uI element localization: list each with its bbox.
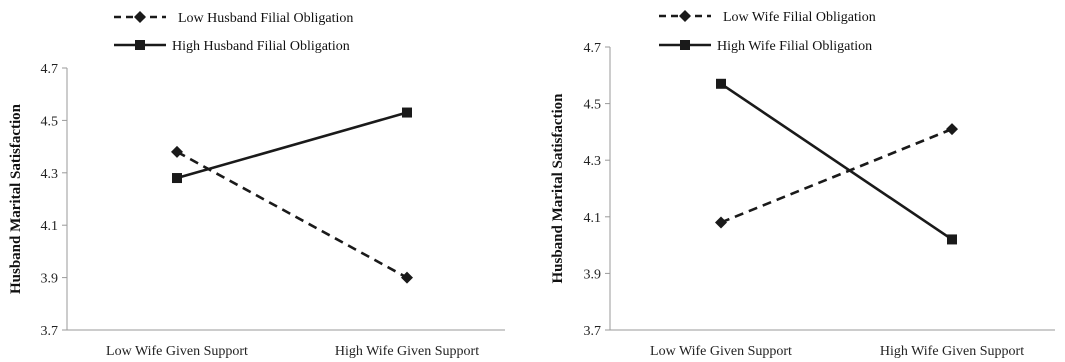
data-point-square: [402, 107, 412, 118]
chart-2: 3.7 3.9 4.1 4.3 4.5 4.7 Low Wife Given Support…: [550, 10, 1055, 359]
x-tick-label: Low Wife Given Support: [106, 344, 248, 359]
y-axis-label: Husband Marital Satisfaction: [550, 93, 566, 284]
chart-1: 3.7 3.9 4.1 4.3 4.5 4.7 Low Wife Given Support…: [8, 11, 505, 359]
y-tick-label: 3.9: [584, 267, 602, 282]
legend-label: High Husband Filial Obligation: [172, 39, 350, 54]
legend-marker-square: [135, 40, 145, 50]
legend-label: Low Wife Filial Obligation: [723, 10, 876, 25]
y-tick-label: 4.5: [41, 114, 59, 129]
legend-marker-square: [680, 40, 690, 50]
y-axis-label: Husband Marital Satisfaction: [8, 103, 24, 294]
legend-label: High Wife Filial Obligation: [717, 39, 872, 54]
series-line-2: [176, 111, 408, 180]
x-tick-label: High Wife Given Support: [335, 344, 479, 359]
data-point-square: [716, 78, 726, 89]
legend-label: Low Husband Filial Obligation: [178, 11, 353, 26]
y-tick-label: 4.5: [584, 98, 602, 113]
series-line-2: [720, 82, 953, 241]
data-point-diamond: [171, 145, 183, 158]
series-line-1: [176, 150, 408, 279]
y-tick-label: 4.7: [41, 62, 59, 77]
y-tick-label: 4.3: [584, 154, 602, 169]
y-tick-label: 3.9: [41, 272, 59, 287]
x-tick-label: High Wife Given Support: [880, 344, 1024, 359]
y-tick-label: 4.7: [584, 41, 602, 56]
y-tick-label: 4.3: [41, 167, 59, 182]
data-point-square: [947, 234, 957, 245]
y-tick-label: 4.1: [41, 219, 59, 234]
legend-marker-diamond: [679, 10, 691, 22]
data-point-diamond: [715, 216, 727, 229]
y-tick-label: 3.7: [584, 324, 602, 339]
y-tick-label: 4.1: [584, 211, 602, 226]
series-line-1: [720, 127, 953, 224]
data-point-square: [172, 173, 182, 184]
data-point-diamond: [401, 271, 413, 284]
legend-marker-diamond: [134, 11, 146, 23]
x-tick-label: Low Wife Given Support: [650, 344, 792, 359]
data-point-diamond: [946, 123, 958, 136]
y-tick-label: 3.7: [41, 324, 59, 339]
